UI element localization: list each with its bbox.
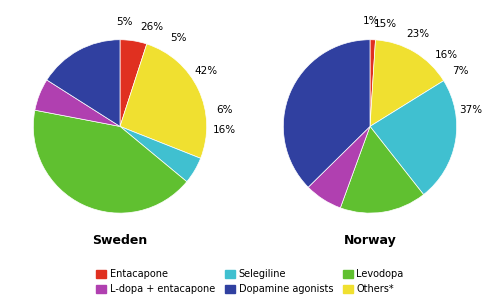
Wedge shape xyxy=(120,44,206,158)
Wedge shape xyxy=(284,40,370,187)
Text: 26%: 26% xyxy=(140,23,164,33)
Text: 7%: 7% xyxy=(452,66,468,76)
Text: 42%: 42% xyxy=(194,66,218,76)
Text: 23%: 23% xyxy=(406,29,430,39)
Text: 16%: 16% xyxy=(434,51,458,61)
Text: 5%: 5% xyxy=(170,33,186,43)
Wedge shape xyxy=(340,126,423,213)
Legend: Entacapone, L-dopa + entacapone, Selegiline, Dopamine agonists, Levodopa, Others: Entacapone, L-dopa + entacapone, Selegil… xyxy=(94,267,406,296)
Wedge shape xyxy=(370,40,444,126)
Wedge shape xyxy=(120,40,147,126)
Wedge shape xyxy=(34,110,187,213)
Wedge shape xyxy=(120,126,200,182)
Text: 15%: 15% xyxy=(374,19,397,29)
Text: Sweden: Sweden xyxy=(92,234,148,247)
Wedge shape xyxy=(308,126,370,208)
Text: 1%: 1% xyxy=(362,16,379,26)
Wedge shape xyxy=(35,80,120,126)
Text: 5%: 5% xyxy=(116,17,133,27)
Text: Norway: Norway xyxy=(344,234,396,247)
Wedge shape xyxy=(370,81,456,194)
Text: 37%: 37% xyxy=(460,104,482,115)
Text: 16%: 16% xyxy=(212,125,236,135)
Text: 6%: 6% xyxy=(216,105,232,115)
Wedge shape xyxy=(47,40,120,126)
Wedge shape xyxy=(370,40,376,126)
